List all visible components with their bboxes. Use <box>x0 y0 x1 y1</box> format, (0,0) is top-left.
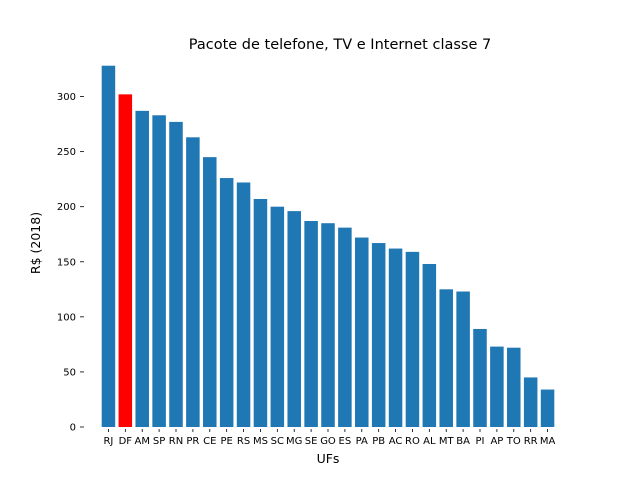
bar-pb <box>371 243 386 427</box>
bar-pa <box>355 237 369 427</box>
x-tick-label: RJ <box>103 436 113 447</box>
y-tick-label: 0 <box>70 423 76 434</box>
bar-ro <box>405 251 420 427</box>
x-tick-label: AL <box>423 436 436 447</box>
bar-to <box>507 347 521 427</box>
x-tick-label: PE <box>220 436 232 447</box>
x-tick-label: MT <box>439 436 455 447</box>
bar-es <box>338 227 352 427</box>
bar-se <box>304 221 318 427</box>
y-tick-label: 300 <box>57 92 76 103</box>
y-tick-label: 250 <box>57 147 76 158</box>
x-tick-label: CE <box>203 436 216 447</box>
bar-mg <box>287 211 301 427</box>
bar-df <box>118 94 133 427</box>
y-axis-ticks: 0 50 100 150 200 250 300 <box>57 92 84 434</box>
bar-rr <box>523 377 538 427</box>
x-tick-label: DF <box>119 436 133 447</box>
y-tick-label: 150 <box>57 257 76 268</box>
bar-sp <box>152 115 166 427</box>
x-tick-label: GO <box>320 436 336 447</box>
bar-sc <box>270 206 285 427</box>
bar-al <box>422 263 437 427</box>
x-tick-label: MG <box>286 436 302 447</box>
x-tick-label: MA <box>540 436 556 447</box>
bar-rj <box>101 65 116 428</box>
x-tick-label: PB <box>372 436 385 447</box>
y-tick-label: 50 <box>63 367 76 378</box>
x-tick-label: AP <box>490 436 503 447</box>
x-tick-label: PR <box>186 436 199 447</box>
bar-ms <box>253 198 268 427</box>
chart-title: Pacote de telefone, TV e Internet classe… <box>189 37 491 53</box>
bar-mt <box>439 289 453 427</box>
x-tick-label: SE <box>305 436 318 447</box>
bar-pe <box>219 178 234 427</box>
y-tick-label: 200 <box>57 202 76 213</box>
x-tick-label: BA <box>456 436 470 447</box>
bar-ce <box>203 157 217 427</box>
x-tick-label: AC <box>389 436 403 447</box>
x-tick-label: SP <box>153 436 165 447</box>
bar-go <box>321 223 335 427</box>
bar-ap <box>490 346 504 427</box>
x-tick-label: PI <box>476 436 485 447</box>
x-tick-label: RR <box>524 436 538 447</box>
x-tick-label: MS <box>253 436 268 447</box>
bar-ac <box>388 248 403 427</box>
x-tick-label: RS <box>237 436 250 447</box>
x-tick-label: AM <box>134 436 149 447</box>
bar-am <box>135 110 149 428</box>
bar-series <box>101 65 555 428</box>
y-axis-label: R$ (2018) <box>28 212 43 274</box>
bar-rn <box>169 121 183 427</box>
x-axis-ticks: RJ DF AM SP RN PR CE PE RS MS SC MG SE GO ES PA PB AC RO AL… <box>103 429 555 447</box>
x-axis-label: UFs <box>317 451 340 466</box>
x-tick-label: SC <box>271 436 284 447</box>
bar-pr <box>186 137 200 427</box>
x-tick-label: RN <box>169 436 183 447</box>
bar-pi <box>473 328 487 427</box>
x-tick-label: PA <box>356 436 368 447</box>
y-tick-label: 100 <box>57 312 76 323</box>
x-tick-label: ES <box>339 436 352 447</box>
bar-rs <box>236 182 251 427</box>
x-tick-label: TO <box>506 436 521 447</box>
x-tick-label: RO <box>405 436 420 447</box>
bar-ba <box>456 291 470 427</box>
bar-ma <box>540 389 555 427</box>
